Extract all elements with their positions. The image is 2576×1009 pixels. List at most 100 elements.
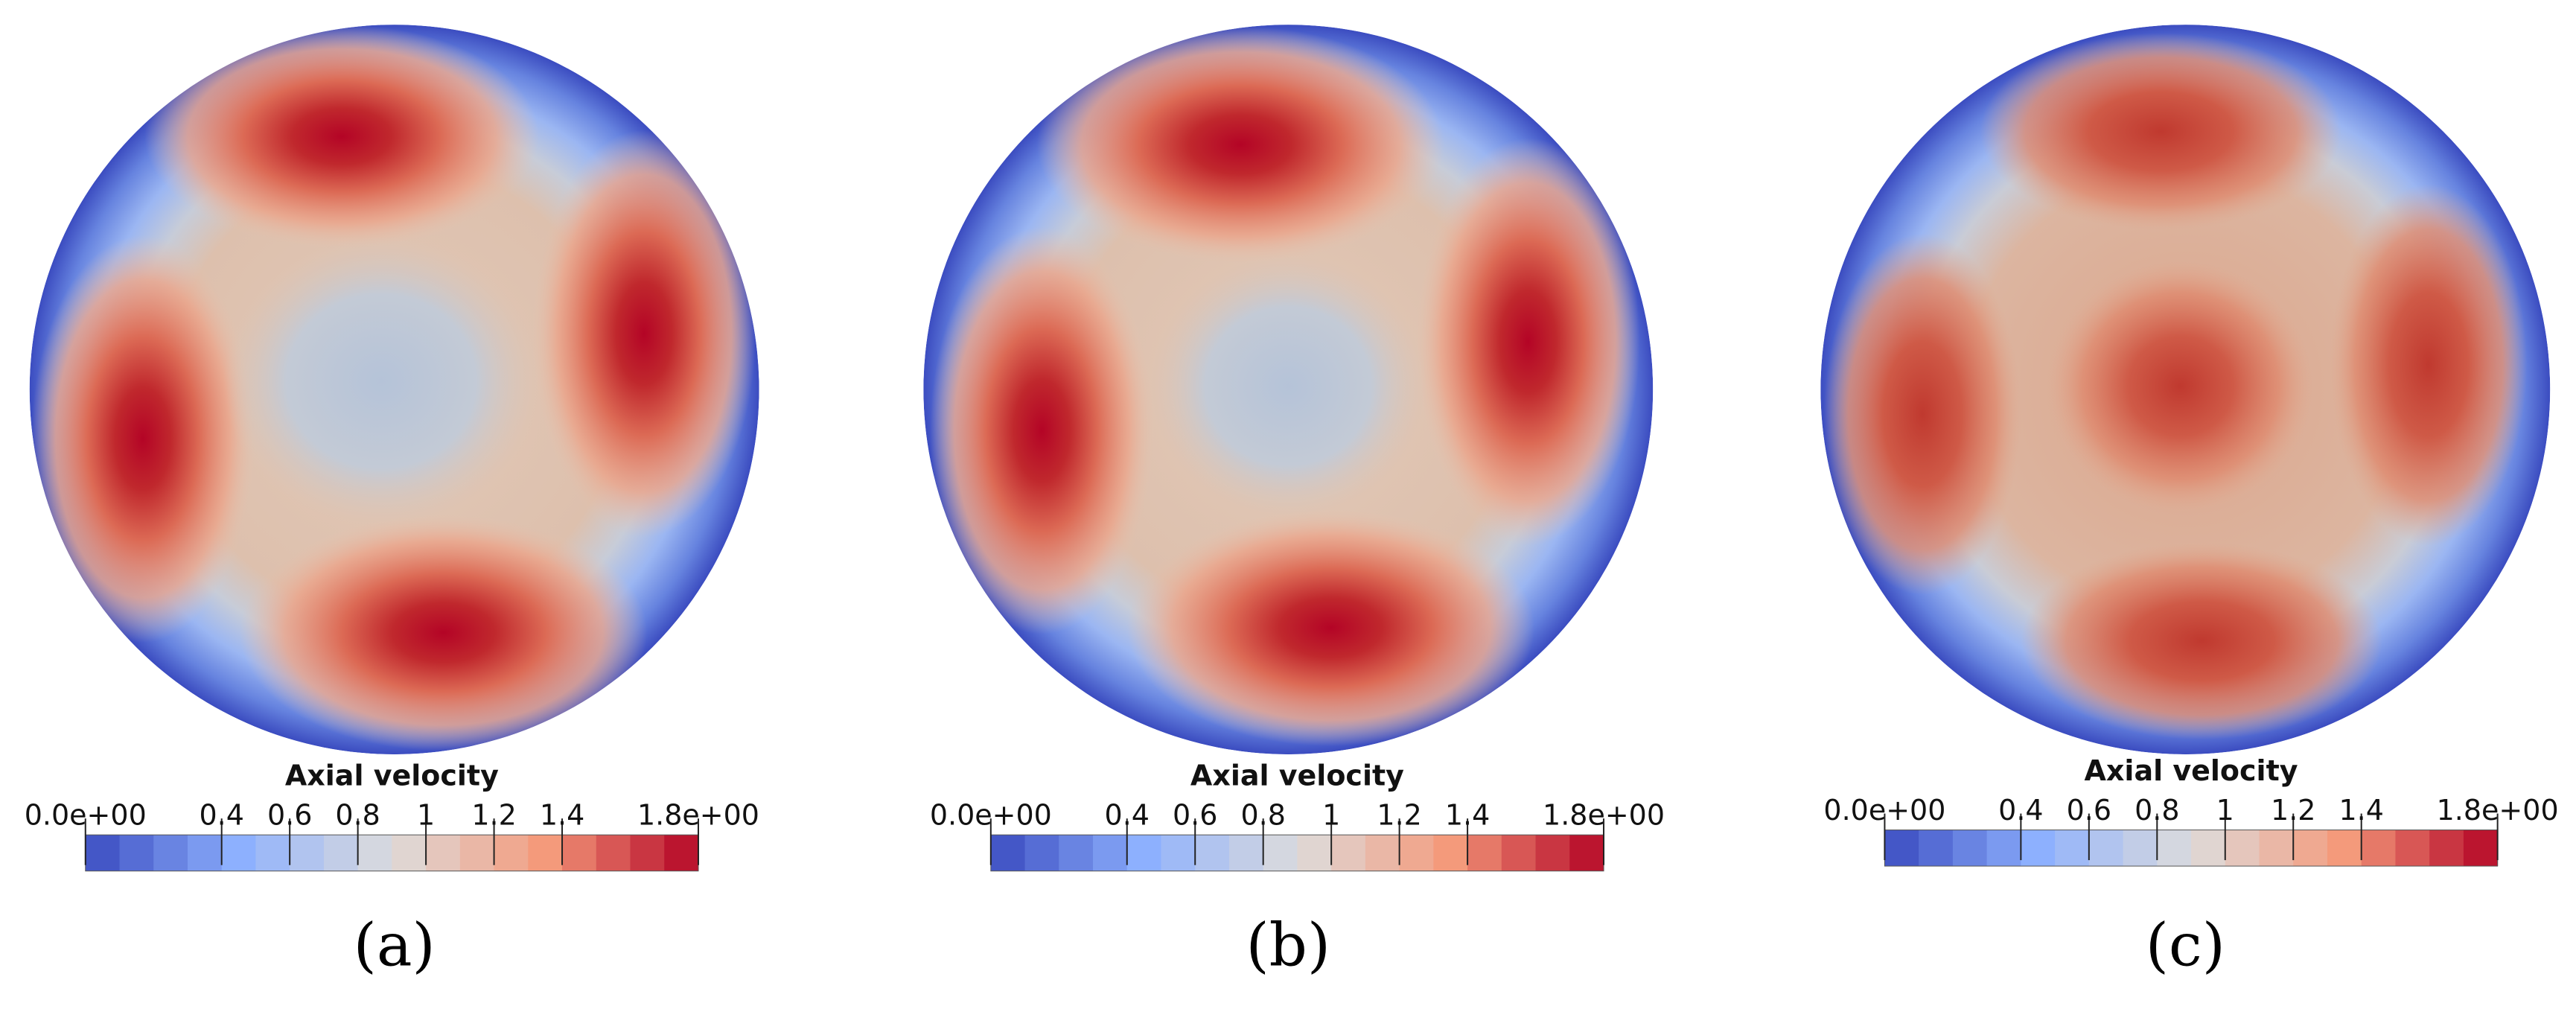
colorbar-tick-label: 1: [2216, 794, 2234, 827]
panel-label: (c): [2146, 911, 2225, 980]
colorbar-title: Axial velocity: [2085, 754, 2298, 787]
colorbar-band: [2361, 830, 2396, 867]
colorbar-band: [1093, 835, 1128, 871]
colorbar-band: [1569, 835, 1604, 871]
velocity-peak: [1980, 33, 2341, 230]
colorbar-band: [85, 835, 120, 871]
colorbar-band: [1986, 830, 2021, 867]
colorbar-tick-label: 1.8e+00: [637, 798, 759, 831]
colorbar-band: [2157, 830, 2192, 867]
panel: Axial velocity 0.0e+00 0.4 0.6 0.8 1 1.2 1.4 1.8…: [1820, 25, 2559, 980]
panel-label: (b): [1246, 911, 1330, 980]
colorbar-band: [1467, 835, 1502, 871]
colorbar-band: [1161, 835, 1196, 871]
velocity-peak: [1416, 138, 1640, 546]
colorbar-band: [528, 835, 563, 871]
colorbar-band: [2055, 830, 2090, 867]
colorbar-band: [1952, 830, 1988, 867]
colorbar-band: [290, 835, 325, 871]
colorbar-tick-label: 1.8e+00: [2437, 794, 2559, 827]
colorbar-band: [2259, 830, 2294, 867]
colorbar-tick-label: 1.4: [2339, 794, 2383, 827]
velocity-peak: [1127, 509, 1535, 746]
panel: Axial velocity 0.0e+00 0.4 0.6 0.8 1 1.2 1.4 1.8…: [923, 25, 1665, 980]
colorbar-tick-label: 0.8: [1240, 798, 1285, 831]
velocity-low: [1150, 255, 1426, 518]
colorbar-band: [221, 835, 256, 871]
colorbar-band: [187, 835, 223, 871]
colorbar-tick-label: 1.2: [471, 798, 516, 831]
panel: Axial velocity 0.0e+00 0.4 0.6 0.8 1 1.2 1.4 1.8…: [25, 25, 759, 980]
colorbar-band: [1059, 835, 1094, 871]
colorbar-title: Axial velocity: [285, 759, 499, 792]
colorbar-title: Axial velocity: [1190, 759, 1404, 792]
colorbar-band: [2021, 830, 2056, 867]
velocity-peak: [2021, 542, 2383, 740]
colorbar-tick-label: 0.8: [335, 798, 380, 831]
velocity-peak: [31, 235, 255, 643]
colorbar-band: [2463, 830, 2499, 867]
colorbar-tick-label: 0.6: [1173, 798, 1217, 831]
colorbar-band: [2293, 830, 2328, 867]
velocity-peak: [144, 25, 539, 249]
colorbar-band: [1535, 835, 1570, 871]
colorbar-tick-label: 0.8: [2135, 794, 2179, 827]
colorbar-tick-label: 1: [417, 798, 435, 831]
colorbar-band: [426, 835, 461, 871]
colorbar-band: [2327, 830, 2362, 867]
colorbar-band: [494, 835, 529, 871]
colorbar-tick-label: 0.0e+00: [1823, 794, 1945, 827]
velocity-peak: [240, 514, 648, 751]
colorbar-band: [990, 835, 1026, 871]
colorbar-tick-label: 1.2: [2271, 794, 2315, 827]
velocity-peak: [1036, 26, 1444, 264]
colorbar-tick-label: 0.4: [199, 798, 243, 831]
colorbar-tick-label: 0.6: [2067, 794, 2111, 827]
colorbar-band: [392, 835, 427, 871]
velocity-peak: [2049, 261, 2312, 512]
colorbar-band: [2088, 830, 2124, 867]
colorbar-band: [1331, 835, 1366, 871]
colorbar-band: [1365, 835, 1400, 871]
colorbar-band: [1195, 835, 1230, 871]
colorbar-band: [630, 835, 665, 871]
colorbar-band: [459, 835, 495, 871]
contour-field: [29, 25, 759, 755]
colorbar-band: [153, 835, 188, 871]
velocity-peak: [930, 226, 1154, 634]
colorbar-band: [596, 835, 631, 871]
colorbar-band: [1263, 835, 1298, 871]
colorbar-tick-label: 0.0e+00: [930, 798, 1052, 831]
colorbar-tick-label: 1.8e+00: [1543, 798, 1665, 831]
colorbar-band: [119, 835, 154, 871]
colorbar-band: [2225, 830, 2260, 867]
contour-field: [1820, 25, 2551, 755]
colorbar-tick-label: 0.0e+00: [25, 798, 147, 831]
velocity-peak: [2330, 184, 2528, 546]
colorbar-band: [357, 835, 392, 871]
colorbar-band: [562, 835, 597, 871]
colorbar-tick-label: 0.4: [1998, 794, 2043, 827]
colorbar-tick-label: 0.6: [267, 798, 312, 831]
colorbar-band: [2191, 830, 2226, 867]
colorbar-band: [1884, 830, 1919, 867]
colorbar-band: [255, 835, 290, 871]
colorbar-band: [664, 835, 699, 871]
velocity-peak: [1823, 233, 2021, 595]
colorbar-band: [1024, 835, 1059, 871]
colorbar-band: [323, 835, 359, 871]
colorbar-band: [2429, 830, 2464, 867]
colorbar-band: [1297, 835, 1332, 871]
colorbar-band: [2395, 830, 2430, 867]
colorbar-band: [1228, 835, 1264, 871]
velocity-low: [223, 236, 539, 526]
colorbar-band: [1919, 830, 1954, 867]
colorbar-band: [1399, 835, 1434, 871]
colorbar-tick-label: 1.4: [540, 798, 584, 831]
colorbar-band: [2123, 830, 2158, 867]
colorbar-tick-label: 1.2: [1377, 798, 1421, 831]
colorbar-band: [1501, 835, 1537, 871]
colorbar-tick-label: 0.4: [1105, 798, 1150, 831]
colorbar-tick-label: 1.4: [1445, 798, 1490, 831]
